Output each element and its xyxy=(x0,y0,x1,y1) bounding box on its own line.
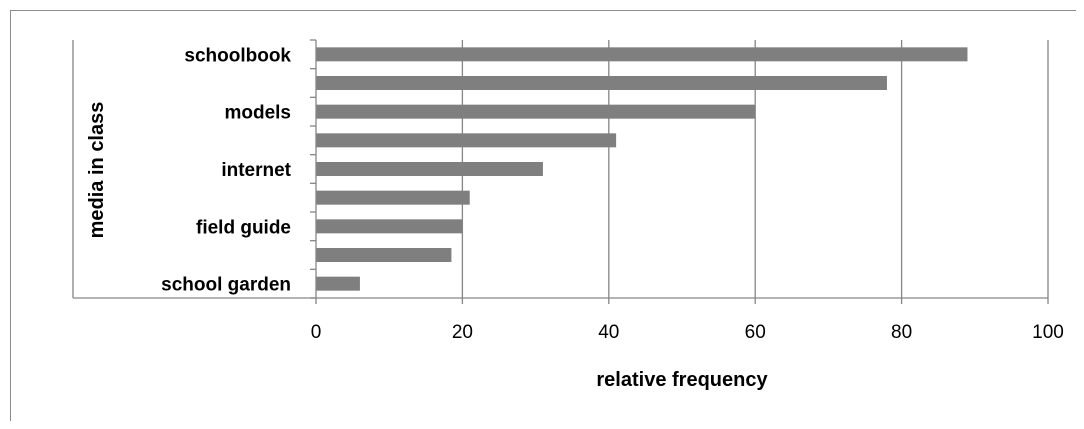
x-tick-label-100: 100 xyxy=(1032,322,1064,343)
bars xyxy=(316,47,968,291)
category-label-2: models xyxy=(224,103,291,124)
bar-2 xyxy=(316,104,756,119)
x-tick-label-40: 40 xyxy=(598,322,619,343)
category-label-6: field guide xyxy=(196,217,291,238)
bar-1 xyxy=(316,76,887,90)
x-tick-label-60: 60 xyxy=(745,322,766,343)
x-axis-title: relative frequency xyxy=(596,369,768,391)
category-label-4: internet xyxy=(221,160,291,181)
bar-0 xyxy=(316,47,968,62)
x-tick-label-20: 20 xyxy=(452,322,473,343)
x-tick-label-0: 0 xyxy=(311,322,322,343)
bar-3 xyxy=(316,133,617,148)
category-label-8: school garden xyxy=(161,275,291,296)
category-label-0: schoolbook xyxy=(184,45,291,66)
bar-5 xyxy=(316,190,470,205)
y-axis-title: media in class xyxy=(86,102,108,239)
bar-8 xyxy=(316,276,360,291)
bar-6 xyxy=(316,219,463,234)
labels: 0 20 40 60 80 100 schoolbook models internet fiel… xyxy=(161,45,1064,343)
bar-4 xyxy=(316,162,543,176)
bar-7 xyxy=(316,248,452,262)
x-tick-label-80: 80 xyxy=(891,322,912,343)
axes xyxy=(72,39,1049,304)
